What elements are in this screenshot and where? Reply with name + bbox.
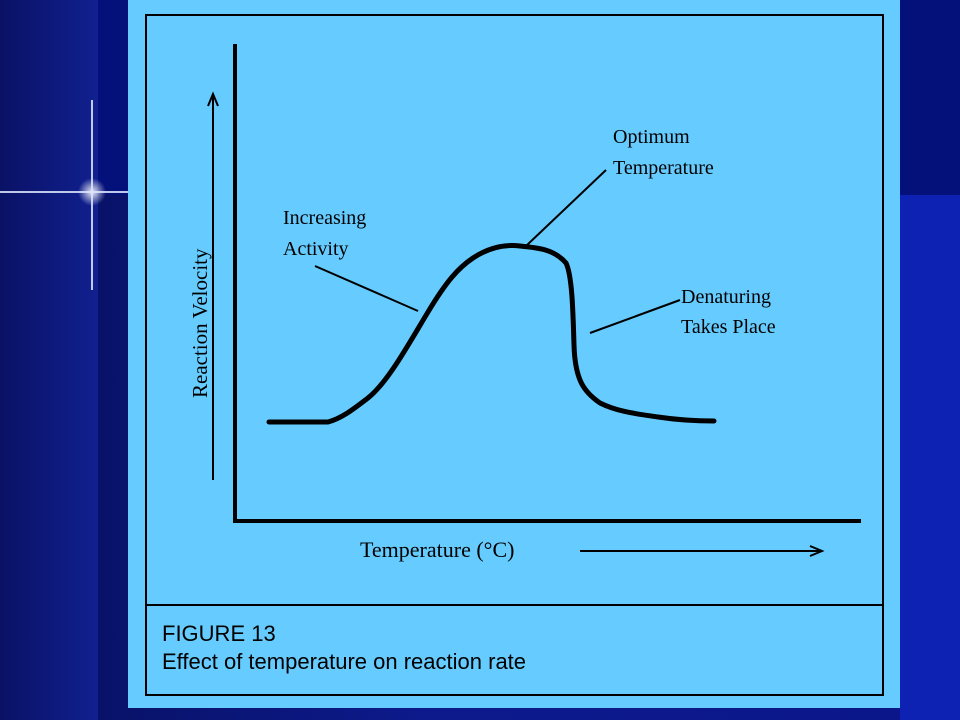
figure-panel: Increasing Activity Optimum Temperature … — [128, 0, 900, 708]
increasing-activity-label-line2: Activity — [283, 238, 349, 260]
reaction-velocity-curve — [266, 243, 717, 425]
slide-left-panel — [0, 0, 98, 720]
figure-frame — [145, 14, 884, 696]
optimum-temperature-label-line1: Optimum — [613, 126, 690, 148]
figure-caption-text: Effect of temperature on reaction rate — [162, 649, 527, 674]
optimum-temperature-label-line2: Temperature — [613, 157, 714, 179]
denaturing-label-line2: Takes Place — [681, 316, 776, 338]
y-axis-title: Reaction Velocity — [188, 248, 212, 398]
increasing-activity-label-line1: Increasing — [283, 207, 366, 229]
arrow-up-icon — [207, 91, 219, 480]
figure-caption: FIGURE 13 Effect of temperature on react… — [162, 620, 526, 676]
denaturing-label-line1: Denaturing — [681, 286, 771, 308]
increasing-activity-pointer — [314, 265, 419, 312]
optimum-temperature-pointer — [525, 169, 607, 247]
enzyme-temperature-diagram: Increasing Activity Optimum Temperature … — [145, 14, 884, 696]
slide-right-panel — [900, 195, 960, 720]
arrow-right-icon — [580, 545, 825, 557]
denaturing-pointer — [589, 299, 681, 334]
figure-number: FIGURE 13 — [162, 621, 276, 646]
x-axis-title: Temperature (°C) — [360, 537, 514, 562]
